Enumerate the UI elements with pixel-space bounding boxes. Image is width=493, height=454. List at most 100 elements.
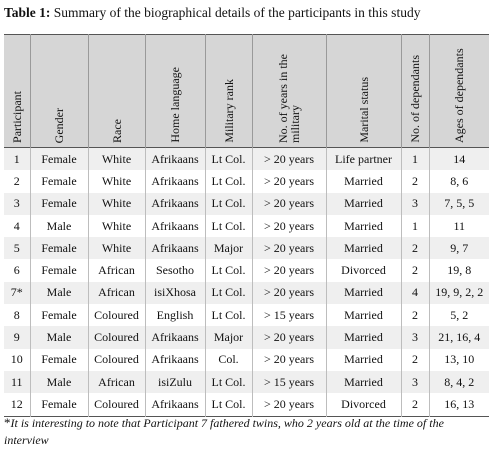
table-cell: 2 — [400, 304, 429, 327]
table-cell: 14 — [428, 147, 489, 171]
table-row: 4 Male White Afrikaans Lt Col. > 20 years Marr… — [4, 214, 489, 238]
table-cell: 4 — [4, 214, 30, 238]
table-cell: 9 — [4, 326, 30, 349]
table-cell: Afrikaans — [144, 326, 205, 349]
table-cell: Divorced — [325, 393, 401, 417]
table-row: 2 Female White Afrikaans Lt Col. > 20 years Ma… — [4, 170, 489, 193]
table-cell: 2 — [400, 348, 429, 371]
table-cell: Afrikaans — [144, 348, 205, 371]
table-cell: 12 — [4, 393, 30, 417]
table-row: 8 Female Coloured English Lt Col. > 15 years M… — [4, 304, 489, 327]
table-cell: > 20 years — [251, 281, 326, 305]
table-cell: Divorced — [325, 259, 401, 282]
table-label: Table 1: — [4, 5, 51, 20]
table-cell: 8 — [4, 304, 30, 327]
table-row: 9 Male Coloured Afrikaans Major > 20 years Mar… — [4, 326, 489, 349]
table-cell: > 20 years — [251, 393, 326, 417]
table-cell: Sesotho — [144, 259, 205, 282]
table-cell: Afrikaans — [144, 147, 205, 171]
table-cell: Married — [325, 326, 401, 349]
table-row: 12 Female Coloured Afrikaans Lt Col. > 20 yea… — [4, 393, 489, 417]
table-cell: > 15 years — [251, 304, 326, 327]
table-cell: 16, 13 — [428, 393, 489, 417]
table-cell: Male — [29, 326, 88, 349]
table-cell: Coloured — [87, 304, 145, 327]
table-cell: Female — [29, 192, 88, 215]
table-cell: Lt Col. — [204, 281, 252, 305]
table-cell: Male — [29, 281, 88, 305]
table-row: 11 Male African isiZulu Lt Col. > 15 years Mar… — [4, 370, 489, 394]
table-cell: Married — [325, 304, 401, 327]
table-cell: Lt Col. — [204, 259, 252, 282]
table-cell: White — [87, 170, 145, 193]
table-cell: White — [87, 192, 145, 215]
table-cell: African — [87, 259, 145, 282]
table-cell: > 15 years — [251, 370, 326, 394]
table-cell: African — [87, 370, 145, 394]
table-cell: Female — [29, 259, 88, 282]
table-cell: 5, 2 — [428, 304, 489, 327]
header-years-in-military: No. of years in the military — [251, 34, 326, 148]
table-cell: White — [87, 147, 145, 171]
table-cell: 1 — [400, 214, 429, 238]
table-cell: Female — [29, 147, 88, 171]
table-row: 7* Male African isiXhosa Lt Col. > 20 years Ma… — [4, 281, 489, 305]
table-cell: > 20 years — [251, 348, 326, 371]
table-cell: Major — [204, 237, 252, 260]
table-row: 5 Female White Afrikaans Major > 20 years Marr… — [4, 237, 489, 260]
table-cell: 9, 7 — [428, 237, 489, 260]
table-cell: Married — [325, 281, 401, 305]
header-participant: Participant — [4, 34, 30, 148]
table-cell: Afrikaans — [144, 393, 205, 417]
table-cell: isiXhosa — [144, 281, 205, 305]
table-cell: 7* — [4, 281, 30, 305]
table-cell: Lt Col. — [204, 147, 252, 171]
table-footnote: *It is interesting to note that Particip… — [4, 414, 489, 449]
table-cell: 7, 5, 5 — [428, 192, 489, 215]
table-cell: 3 — [400, 192, 429, 215]
table-cell: 11 — [428, 214, 489, 238]
table-body: 1 Female White Afrikaans Lt Col. > 20 years Li… — [4, 147, 489, 417]
header-no-of-dependants: No. of dependants — [400, 34, 429, 148]
table-cell: Male — [29, 370, 88, 394]
table-cell: Married — [325, 170, 401, 193]
table-cell: Major — [204, 326, 252, 349]
table-cell: Coloured — [87, 326, 145, 349]
table-cell: 2 — [400, 170, 429, 193]
table-cell: Lt Col. — [204, 170, 252, 193]
header-military-rank: Military rank — [204, 34, 252, 148]
table-cell: > 20 years — [251, 237, 326, 260]
table-cell: 11 — [4, 370, 30, 394]
table-row: 3 Female White Afrikaans Lt Col. > 20 years Ma… — [4, 192, 489, 215]
table-cell: > 20 years — [251, 214, 326, 238]
table-cell: 1 — [400, 147, 429, 171]
table-cell: Female — [29, 170, 88, 193]
table-cell: Afrikaans — [144, 192, 205, 215]
table-cell: Life partner — [325, 147, 401, 171]
table-cell: Female — [29, 237, 88, 260]
table-cell: > 20 years — [251, 170, 326, 193]
table-cell: 1 — [4, 147, 30, 171]
table-cell: 3 — [4, 192, 30, 215]
table-cell: Married — [325, 348, 401, 371]
table-cell: 3 — [400, 370, 429, 394]
table-cell: 2 — [400, 393, 429, 417]
table-cell: Female — [29, 393, 88, 417]
table-cell: > 20 years — [251, 147, 326, 171]
table-caption: Table 1: Summary of the biographical det… — [4, 4, 489, 22]
table-cell: Female — [29, 348, 88, 371]
table-cell: 8, 6 — [428, 170, 489, 193]
table-cell: White — [87, 214, 145, 238]
table-cell: Male — [29, 214, 88, 238]
table-cell: 19, 8 — [428, 259, 489, 282]
table-cell: 5 — [4, 237, 30, 260]
table-cell: Female — [29, 304, 88, 327]
header-marital-status: Marital status — [325, 34, 401, 148]
header-home-language: Home language — [144, 34, 205, 148]
table-cell: White — [87, 237, 145, 260]
table-title: Summary of the biographical details of t… — [50, 5, 421, 20]
table-cell: 10 — [4, 348, 30, 371]
table-cell: 6 — [4, 259, 30, 282]
table-cell: 4 — [400, 281, 429, 305]
table-cell: 13, 10 — [428, 348, 489, 371]
